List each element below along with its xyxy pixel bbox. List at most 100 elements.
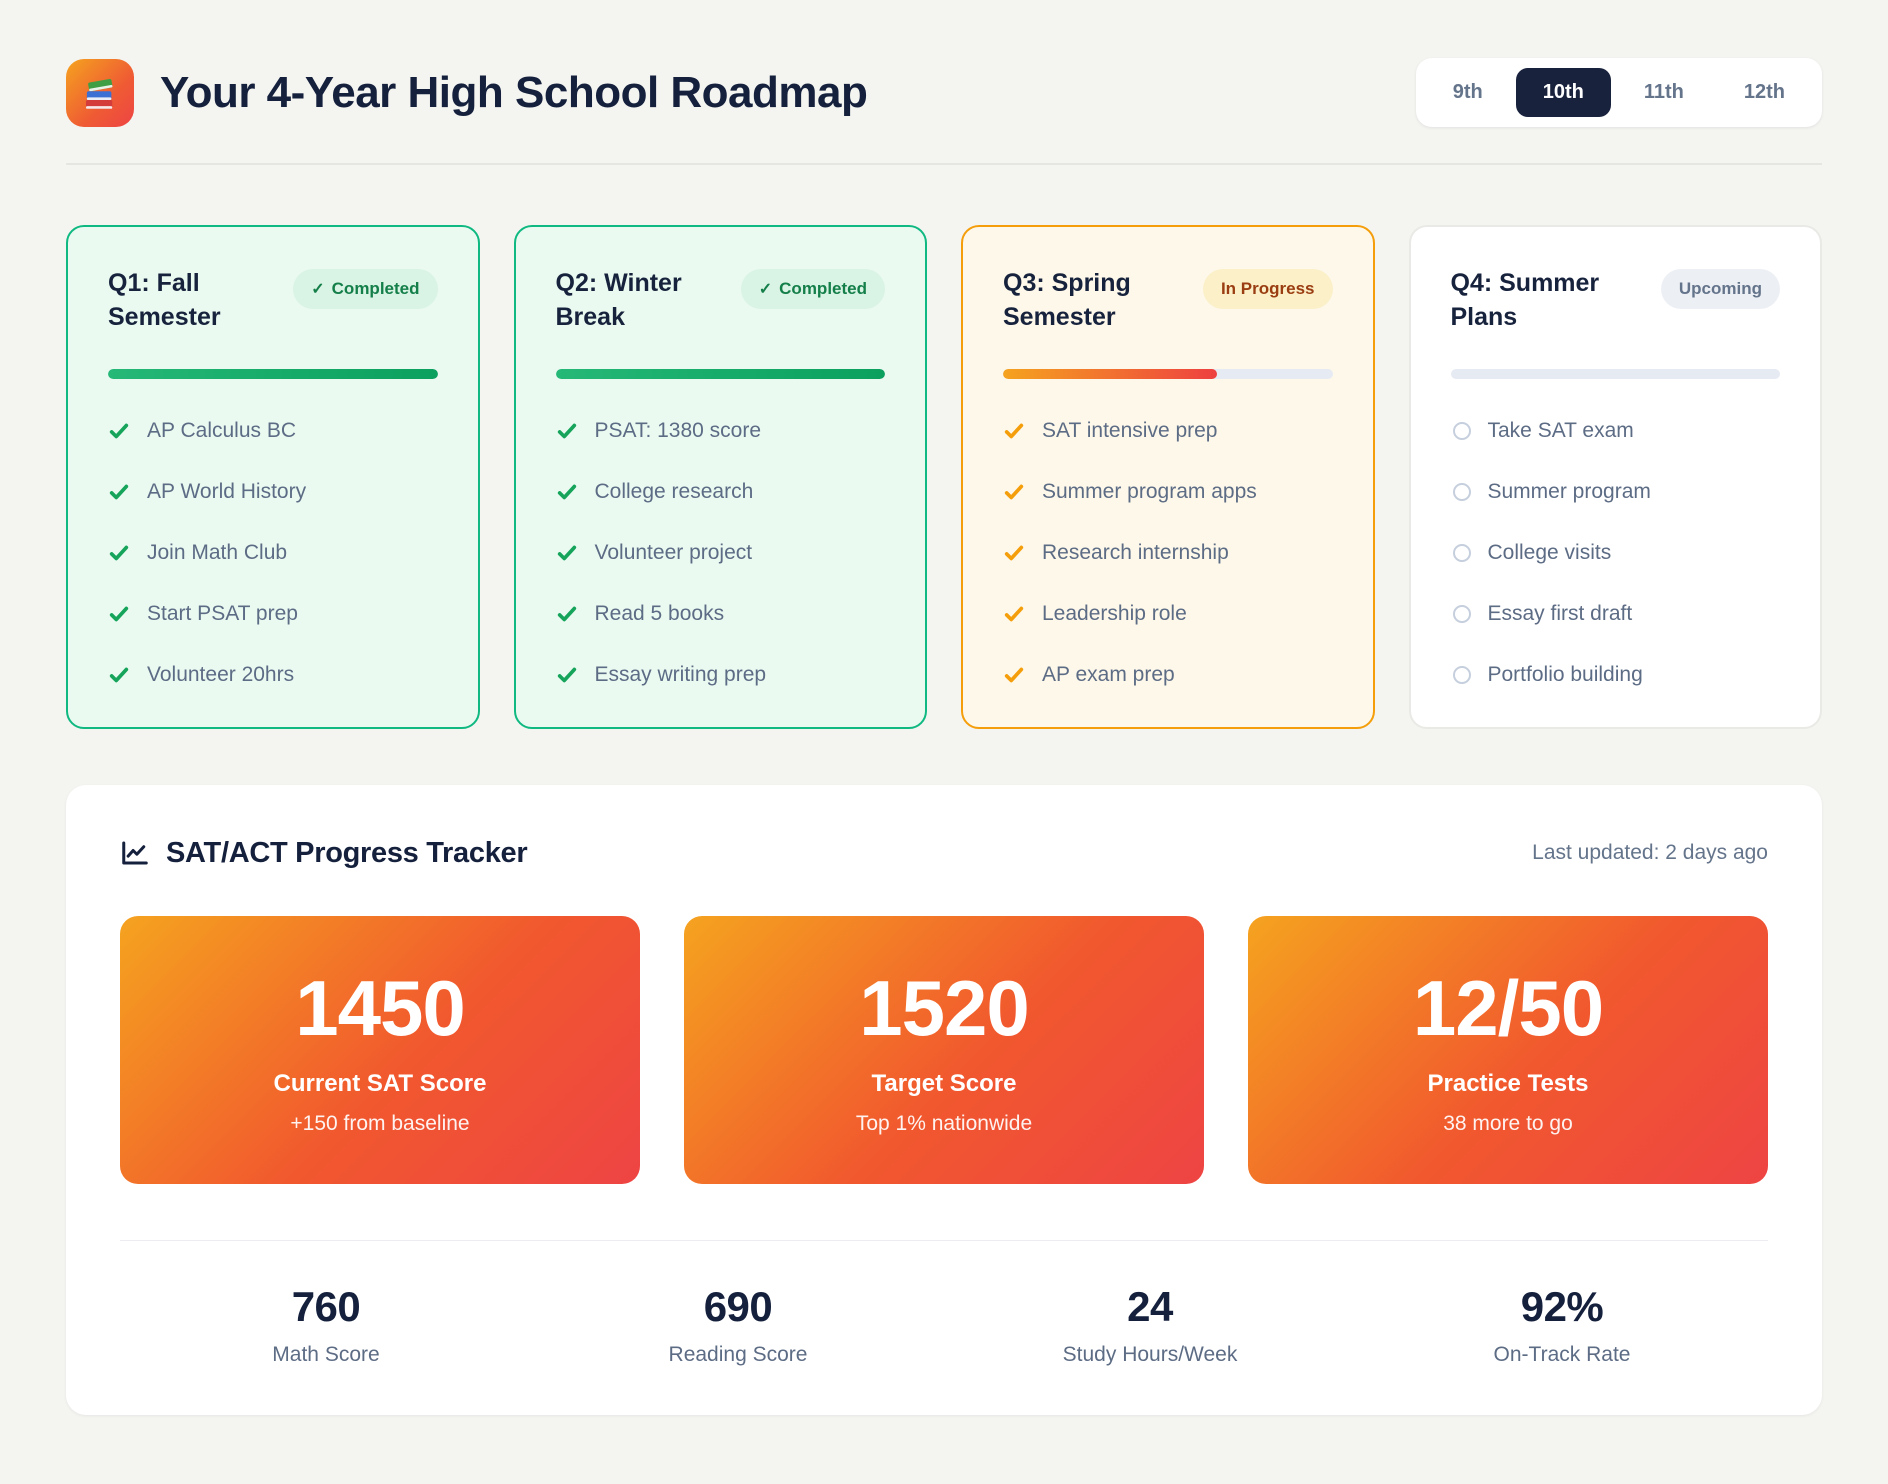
last-updated-text: Last updated: 2 days ago [1532,841,1768,864]
app-logo [66,58,134,127]
list-item: College visits [1451,541,1781,565]
check-icon [108,603,130,625]
q1-title: Q1: Fall Semester [108,269,221,331]
q2-status-badge: ✓ Completed [740,269,885,309]
header-branding: Your 4-Year High School Roadmap [66,58,868,127]
check-icon [1003,542,1025,564]
check-icon [1003,603,1025,625]
list-item: Read 5 books [556,602,886,626]
q2-item-label: Volunteer project [594,540,753,564]
q2-item-list: PSAT: 1380 score College research Volunt… [556,419,886,687]
q4-status-badge: Upcoming [1660,269,1780,309]
q2-item-label: PSAT: 1380 score [594,418,762,442]
q4-item-label: Essay first draft [1487,601,1633,625]
list-item: Research internship [1003,541,1333,565]
list-item: Summer program apps [1003,480,1333,504]
check-icon [108,481,130,503]
q3-item-label: Leadership role [1042,601,1187,625]
q4-item-label: Summer program [1487,479,1651,503]
q2-header: Q2: Winter Break ✓ Completed [555,267,885,335]
target-score-card: 1520 Target Score Top 1% nationwide [684,915,1204,1184]
q2-item-label: Read 5 books [594,601,725,625]
check-icon [108,420,130,442]
reading-score-label: Reading Score [668,1342,808,1366]
q4-item-label: College visits [1487,540,1612,564]
empty-circle-icon [1452,482,1471,501]
q3-item-label: Research internship [1042,540,1229,564]
quarter-card-q3: Q3: Spring Semester In Progress SAT inte… [961,225,1375,729]
summary-stats-row: 760 Math Score 690 Reading Score 24 Stud… [120,1283,1768,1367]
list-item: College research [556,480,886,504]
target-score-label: Target Score [871,1070,1017,1097]
q4-header: Q4: Summer Plans Upcoming [1451,267,1780,335]
list-item: Start PSAT prep [108,602,438,626]
q1-item-label: AP World History [147,479,307,503]
list-item: Summer program [1451,480,1781,504]
q2-status-label: Completed [779,279,867,298]
q3-status-label: In Progress [1220,279,1315,298]
quarter-card-q2: Q2: Winter Break ✓ Completed PSAT: 1380 … [513,225,927,729]
tracker-title-wrap: SAT/ACT Progress Tracker [120,836,528,870]
q1-item-label: Volunteer 20hrs [147,662,295,686]
tracker-divider [120,1239,1768,1241]
quarter-card-q4: Q4: Summer Plans Upcoming Take SAT exam … [1408,225,1822,729]
line-chart-icon [122,841,148,865]
practice-tests-value: 12/50 [1412,964,1604,1052]
list-item: AP World History [108,480,438,504]
books-icon [86,78,113,109]
list-item: PSAT: 1380 score [556,419,886,443]
tab-9th[interactable]: 9th [1426,68,1510,117]
q2-item-label: Essay writing prep [594,662,767,686]
check-icon [556,481,578,503]
tab-12th[interactable]: 12th [1717,68,1812,117]
empty-circle-icon [1452,543,1471,562]
list-item: Essay first draft [1451,602,1781,626]
tab-10th[interactable]: 10th [1515,68,1611,117]
q1-item-list: AP Calculus BC AP World History Join Mat… [108,419,438,687]
check-icon [556,542,578,564]
q2-item-label: College research [594,479,754,503]
progress-tracker-panel: SAT/ACT Progress Tracker Last updated: 2… [66,784,1822,1415]
score-cards: 1450 Current SAT Score +150 from baselin… [120,915,1768,1184]
tab-11th[interactable]: 11th [1617,68,1711,117]
q3-item-label: SAT intensive prep [1042,418,1218,442]
current-sat-score-label: Current SAT Score [273,1070,487,1097]
q4-status-label: Upcoming [1678,279,1762,298]
practice-tests-sub: 38 more to go [1443,1112,1573,1135]
on-track-rate-stat: 92% On-Track Rate [1356,1283,1768,1367]
check-icon [1003,481,1025,503]
q3-title: Q3: Spring Semester [1003,269,1131,331]
math-score-label: Math Score [272,1342,380,1366]
check-icon [1003,420,1025,442]
q3-progress-track [1003,368,1333,379]
q4-item-list: Take SAT exam Summer program College vis… [1451,419,1781,687]
q3-header: Q3: Spring Semester In Progress [1003,267,1333,335]
on-track-rate-label: On-Track Rate [1493,1342,1631,1366]
check-icon [556,603,578,625]
q3-item-label: Summer program apps [1042,479,1257,503]
current-sat-score-value: 1450 [295,964,466,1052]
practice-tests-label: Practice Tests [1427,1070,1589,1097]
q1-item-label: Start PSAT prep [147,601,298,625]
q3-item-list: SAT intensive prep Summer program apps R… [1003,419,1333,687]
practice-tests-card: 12/50 Practice Tests 38 more to go [1248,915,1768,1184]
q3-progress-fill [1003,368,1218,379]
list-item: AP Calculus BC [108,419,438,443]
reading-score-stat: 690 Reading Score [532,1283,944,1367]
q4-item-label: Take SAT exam [1487,418,1634,442]
target-score-value: 1520 [859,964,1030,1052]
check-icon [556,664,578,686]
check-icon [108,542,130,564]
study-hours-value: 24 [1127,1282,1173,1330]
q1-status-badge: ✓ Completed [293,269,438,309]
empty-circle-icon [1452,421,1471,440]
q1-header: Q1: Fall Semester ✓ Completed [108,267,438,335]
study-hours-stat: 24 Study Hours/Week [944,1283,1356,1367]
tracker-title: SAT/ACT Progress Tracker [166,836,528,869]
q2-title: Q2: Winter Break [555,269,682,331]
q1-item-label: Join Math Club [147,540,288,564]
header-divider [66,163,1822,165]
current-sat-score-sub: +150 from baseline [290,1112,470,1135]
page-title: Your 4-Year High School Roadmap [160,67,868,117]
